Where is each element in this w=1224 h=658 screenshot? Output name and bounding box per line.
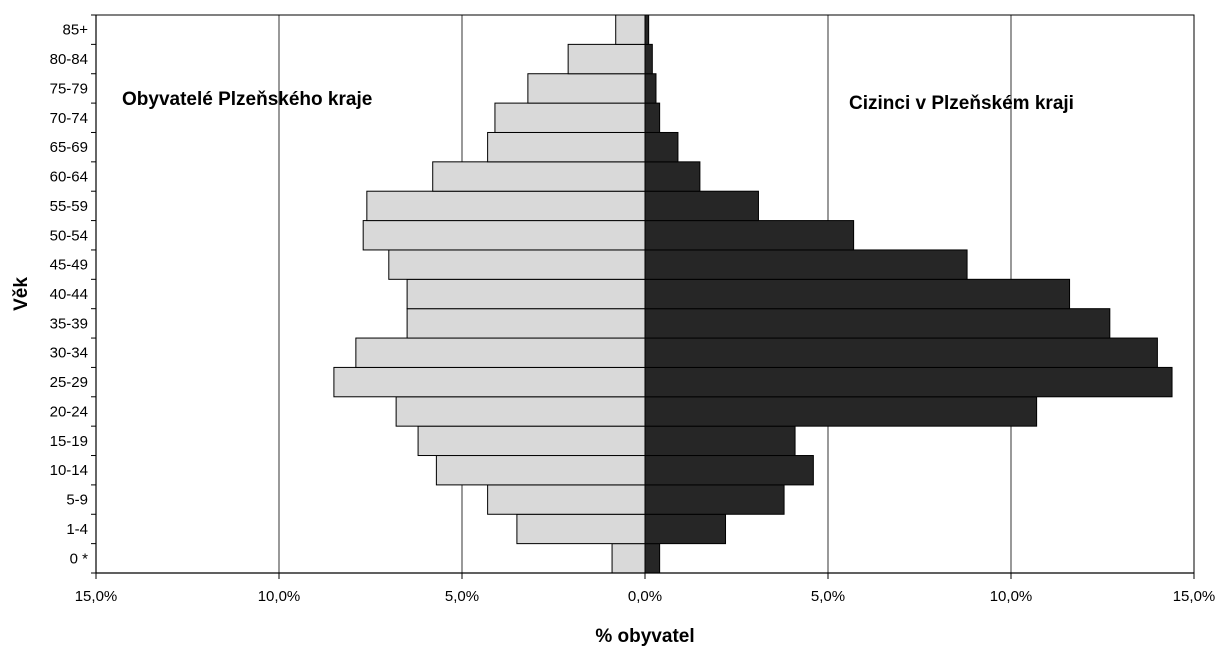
y-tick-label: 65-69 <box>50 139 88 156</box>
bar-population-5 <box>395 396 646 427</box>
bar-foreigners-7 <box>644 337 1158 368</box>
bar-population-1 <box>516 513 646 545</box>
y-tick-label: 60-64 <box>50 169 88 186</box>
bar-foreigners-1 <box>644 513 727 545</box>
bar-foreigners-10 <box>644 249 968 280</box>
x-tick-label: 5,0% <box>811 588 845 605</box>
axes: 0 * 1-4 5-9 10-14 15-19 20-24 25-29 30-34 35-39 4… <box>50 14 1216 605</box>
bar-population-7 <box>355 337 646 368</box>
bar-foreigners-2 <box>644 484 785 515</box>
bar-population-17 <box>567 43 646 75</box>
bar-population-15 <box>494 102 646 133</box>
x-tick-label: 15,0% <box>75 588 118 605</box>
bar-foreigners-12 <box>644 190 759 222</box>
bar-foreigners-15 <box>644 102 661 133</box>
y-tick-label: 25-29 <box>50 374 88 391</box>
bar-population-18 <box>615 14 646 45</box>
bar-foreigners-18 <box>644 14 650 45</box>
bar-population-10 <box>388 249 646 280</box>
y-tick-label: 10-14 <box>50 462 88 479</box>
bar-foreigners-0 <box>644 543 661 574</box>
y-tick-label: 40-44 <box>50 286 88 303</box>
bars <box>333 14 1173 574</box>
x-tick-label: 10,0% <box>258 588 301 605</box>
y-tick-label: 85+ <box>63 22 89 39</box>
y-tick-label: 1-4 <box>66 521 88 538</box>
x-tick-label: 0,0% <box>628 588 662 605</box>
bar-foreigners-11 <box>644 220 855 251</box>
annotation-left-population: Obyvatelé Plzeňského kraje <box>122 89 372 110</box>
bar-population-8 <box>406 308 646 339</box>
bar-foreigners-16 <box>644 73 657 104</box>
bar-population-4 <box>417 425 646 457</box>
y-tick-label: 70-74 <box>50 110 88 127</box>
y-tick-label: 55-59 <box>50 198 88 215</box>
bar-population-16 <box>527 73 646 104</box>
bar-foreigners-3 <box>644 455 814 486</box>
y-tick-label: 50-54 <box>50 227 88 244</box>
annotation-right-foreigners: Cizinci v Plzeňském kraji <box>849 93 1074 114</box>
x-tick-label: 10,0% <box>990 588 1033 605</box>
bar-population-9 <box>406 278 646 310</box>
bar-population-2 <box>487 484 646 515</box>
y-tick-label: 20-24 <box>50 403 88 420</box>
x-tick-label: 5,0% <box>445 588 479 605</box>
x-axis-title: % obyvatel <box>595 626 694 647</box>
y-tick-label: 0 * <box>70 550 89 567</box>
bar-population-0 <box>611 543 646 574</box>
bar-population-12 <box>366 190 646 222</box>
bar-foreigners-17 <box>644 43 653 75</box>
bar-population-6 <box>333 366 646 398</box>
y-tick-label: 45-49 <box>50 257 88 274</box>
bar-population-13 <box>432 161 646 192</box>
y-axis-title: Věk <box>11 277 32 311</box>
bar-foreigners-4 <box>644 425 796 457</box>
y-tick-label: 35-39 <box>50 315 88 332</box>
bar-foreigners-8 <box>644 308 1111 339</box>
y-tick-label: 5-9 <box>66 492 88 509</box>
y-tick-label: 15-19 <box>50 433 88 450</box>
bar-population-14 <box>487 131 646 163</box>
bar-population-11 <box>362 220 646 251</box>
y-tick-label: 75-79 <box>50 80 88 97</box>
x-tick-label: 15,0% <box>1173 588 1216 605</box>
bar-foreigners-14 <box>644 131 679 163</box>
bar-foreigners-9 <box>644 278 1071 310</box>
y-tick-label: 80-84 <box>50 51 88 68</box>
bar-foreigners-6 <box>644 366 1173 398</box>
bar-foreigners-13 <box>644 161 701 192</box>
bar-population-3 <box>435 455 646 486</box>
y-tick-label: 30-34 <box>50 345 88 362</box>
bar-foreigners-5 <box>644 396 1038 427</box>
